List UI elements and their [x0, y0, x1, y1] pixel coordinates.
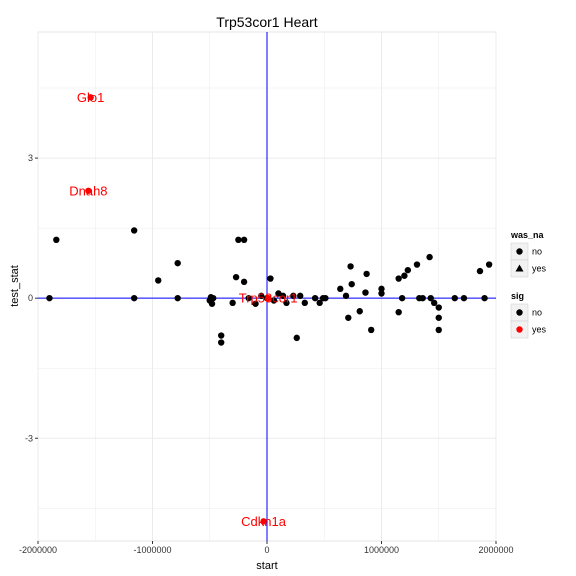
data-point	[218, 332, 225, 339]
gene-label: Dnah8	[69, 183, 107, 198]
data-point	[435, 314, 442, 321]
legend-label: yes	[532, 264, 547, 274]
data-point	[398, 294, 406, 302]
data-point	[130, 294, 138, 302]
data-point	[485, 261, 493, 268]
data-point	[404, 266, 412, 274]
grid-lines	[37, 32, 497, 541]
chart-title: Trp53cor1 Heart	[216, 14, 318, 30]
sig-data-point	[87, 94, 94, 101]
y-axis-ticks: -3 0 3	[25, 153, 38, 443]
data-point	[252, 300, 259, 307]
data-point	[419, 294, 426, 302]
data-point	[378, 290, 385, 297]
data-point	[348, 280, 355, 288]
data-point	[240, 278, 248, 286]
data-point	[293, 334, 300, 342]
data-point	[209, 294, 217, 302]
data-point	[316, 299, 323, 307]
data-point	[347, 263, 354, 270]
x-tick-label: -2000000	[19, 545, 57, 555]
data-point	[290, 292, 297, 300]
data-point	[356, 308, 363, 315]
data-point	[337, 285, 344, 293]
legend-circle-marker	[516, 248, 523, 255]
data-point	[367, 326, 375, 334]
gene-label: Cdkn1a	[241, 514, 287, 529]
data-point	[235, 236, 242, 244]
data-point	[363, 270, 370, 278]
legend-triangle-marker	[515, 264, 524, 272]
data-point	[208, 300, 216, 307]
data-point	[232, 273, 240, 281]
data-point	[283, 299, 290, 307]
data-point	[430, 299, 438, 307]
x-tick-label: 2000000	[478, 545, 513, 555]
data-point	[426, 253, 433, 261]
data-point	[245, 294, 252, 302]
data-point	[481, 294, 488, 302]
data-point	[342, 292, 350, 300]
sig-data-point	[85, 187, 92, 194]
data-point	[401, 272, 408, 279]
x-axis-title: start	[256, 560, 277, 572]
legend-label: yes	[532, 325, 547, 335]
data-point	[435, 304, 442, 311]
gene-label: Trp53cor1	[239, 291, 298, 306]
data-point	[155, 277, 162, 284]
x-tick-label: 0	[264, 545, 269, 555]
legend-circle-marker	[516, 309, 523, 316]
y-tick-label: -3	[25, 433, 33, 443]
data-point	[229, 299, 236, 307]
legend-label: no	[532, 308, 542, 318]
data-point	[46, 294, 53, 302]
data-point	[297, 292, 304, 300]
data-point	[258, 292, 265, 300]
legend-circle-marker	[516, 326, 523, 333]
x-tick-label: 1000000	[364, 545, 399, 555]
data-point	[240, 236, 248, 244]
data-point	[267, 275, 274, 282]
data-point	[427, 294, 434, 302]
data-point	[460, 294, 468, 302]
data-point	[322, 294, 329, 302]
data-point	[53, 236, 60, 244]
data-point	[174, 294, 181, 302]
data-point	[270, 297, 278, 304]
gene-label: Glo1	[77, 90, 104, 105]
data-point	[362, 289, 369, 296]
data-point	[395, 308, 402, 316]
legend-title: was_na	[510, 230, 545, 240]
x-axis-ticks: -2000000 -1000000 0 1000000 2000000	[19, 541, 514, 555]
data-point	[301, 299, 308, 307]
y-tick-label: 3	[28, 153, 33, 163]
y-tick-label: 0	[28, 293, 33, 303]
x-tick-label: -1000000	[133, 545, 171, 555]
data-point	[311, 294, 319, 302]
legend-label: no	[532, 247, 542, 257]
data-point	[279, 292, 287, 300]
data-point	[345, 314, 352, 321]
data-points	[46, 227, 493, 346]
legend-title: sig	[511, 291, 524, 301]
data-point	[435, 326, 442, 334]
data-point	[174, 259, 181, 267]
data-point	[395, 275, 402, 282]
data-point	[476, 267, 484, 275]
data-point	[130, 227, 138, 234]
significant-points: Glo1 Dnah8 Cdkn1a Trp53cor1	[69, 90, 297, 529]
data-point	[413, 261, 421, 268]
sig-data-point	[264, 294, 272, 302]
sig-data-point	[260, 518, 267, 525]
data-point	[451, 294, 458, 302]
y-axis-title: test_stat	[9, 265, 21, 307]
data-point	[218, 339, 225, 346]
data-point	[378, 285, 385, 293]
